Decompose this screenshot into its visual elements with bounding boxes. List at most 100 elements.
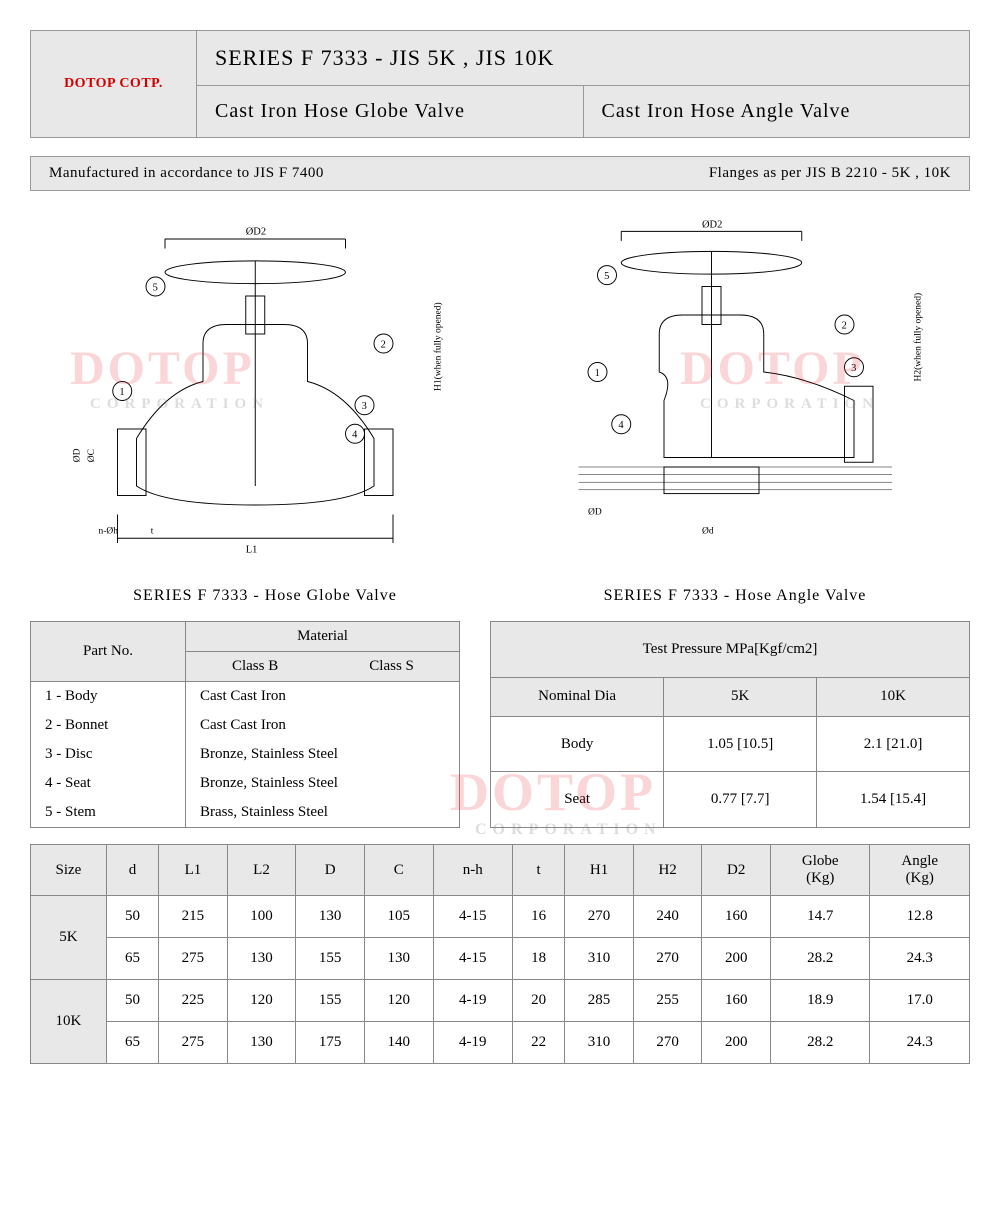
dim-cell: 120 (227, 980, 296, 1022)
dim-cell: 65 (106, 938, 158, 980)
watermark-sub: CORPORATION (90, 396, 269, 413)
material-part: 1 - Body (31, 682, 186, 712)
svg-text:1: 1 (595, 368, 600, 379)
dim-cell: 215 (159, 896, 228, 938)
dim-cell: 18 (512, 938, 564, 980)
valve-type-left: Cast Iron Hose Globe Valve (197, 86, 584, 137)
dim-cell: 270 (633, 1022, 702, 1064)
pressure-col-nominal: Nominal Dia (491, 677, 664, 716)
material-part: 3 - Disc (31, 740, 186, 769)
pressure-5k: 1.05 [10.5] (664, 716, 817, 772)
dim-col-header: d (106, 845, 158, 896)
dim-col-header: D (296, 845, 365, 896)
flanges-note: Flanges as per JIS B 2210 - 5K , 10K (709, 165, 951, 182)
svg-text:4: 4 (618, 420, 624, 431)
header-right: SERIES F 7333 - JIS 5K , JIS 10K Cast Ir… (197, 31, 969, 137)
dim-cell: 105 (364, 896, 433, 938)
dim-col-header: H1 (565, 845, 634, 896)
globe-valve-diagram: DOTOP CORPORATION ØD2 L1 1 2 3 4 5 H1(wh… (30, 201, 490, 581)
dim-cell: 17.0 (870, 980, 970, 1022)
material-table: Part No. Material Class B Class S 1 - Bo… (30, 621, 460, 828)
pressure-10k: 1.54 [15.4] (817, 772, 970, 828)
svg-text:ØD2: ØD2 (702, 220, 722, 231)
material-value: Bronze, Stainless Steel (186, 740, 460, 769)
material-part: 2 - Bonnet (31, 711, 186, 740)
dim-cell: 120 (364, 980, 433, 1022)
dim-cell: 14.7 (771, 896, 870, 938)
svg-text:ØD: ØD (588, 508, 602, 518)
dim-cell: 160 (702, 896, 771, 938)
watermark-main: DOTOP (680, 341, 865, 396)
dim-col-header: L1 (159, 845, 228, 896)
svg-text:5: 5 (153, 282, 158, 293)
header-subrow: Cast Iron Hose Globe Valve Cast Iron Hos… (197, 86, 969, 137)
dim-cell: 4-15 (433, 938, 512, 980)
svg-text:ØD: ØD (73, 448, 83, 462)
dim-cell: 50 (106, 980, 158, 1022)
dim-cell: 130 (364, 938, 433, 980)
dim-col-header: D2 (702, 845, 771, 896)
material-header-material: Material (186, 622, 460, 652)
svg-text:2: 2 (842, 320, 847, 331)
material-value: Brass, Stainless Steel (186, 798, 460, 828)
svg-text:H1(when fully opened): H1(when fully opened) (433, 302, 444, 391)
dim-cell: 155 (296, 980, 365, 1022)
manufactured-note: Manufactured in accordance to JIS F 7400 (49, 165, 324, 182)
dim-cell: 200 (702, 938, 771, 980)
dim-col-header: Angle(Kg) (870, 845, 970, 896)
valve-type-right: Cast Iron Hose Angle Valve (584, 86, 970, 137)
dim-cell: 18.9 (771, 980, 870, 1022)
svg-text:ØC: ØC (87, 449, 97, 462)
dim-cell: 200 (702, 1022, 771, 1064)
material-header-partno: Part No. (31, 622, 186, 682)
dim-cell: 160 (702, 980, 771, 1022)
dim-cell: 175 (296, 1022, 365, 1064)
dim-cell: 65 (106, 1022, 158, 1064)
svg-text:H2(when fully opened): H2(when fully opened) (913, 293, 924, 382)
dim-col-header: H2 (633, 845, 702, 896)
material-header-classs: Class S (324, 652, 459, 682)
svg-text:Ød: Ød (702, 527, 714, 537)
dim-cell: 270 (633, 938, 702, 980)
diagram-area: DOTOP CORPORATION ØD2 L1 1 2 3 4 5 H1(wh… (30, 201, 970, 581)
pressure-col-5k: 5K (664, 677, 817, 716)
mid-tables: Part No. Material Class B Class S 1 - Bo… (30, 621, 970, 828)
dim-cell: 12.8 (870, 896, 970, 938)
svg-text:4: 4 (352, 430, 358, 441)
dim-size: 10K (31, 980, 107, 1064)
dim-cell: 140 (364, 1022, 433, 1064)
dim-cell: 270 (565, 896, 634, 938)
dim-cell: 4-19 (433, 980, 512, 1022)
svg-text:2: 2 (381, 339, 386, 350)
company-name: DOTOP COTP. (31, 31, 197, 137)
pressure-5k: 0.77 [7.7] (664, 772, 817, 828)
dim-cell: 275 (159, 938, 228, 980)
dim-col-header: L2 (227, 845, 296, 896)
pressure-col-10k: 10K (817, 677, 970, 716)
info-bar: Manufactured in accordance to JIS F 7400… (30, 156, 970, 191)
material-value: Cast Cast Iron (186, 711, 460, 740)
dim-col-header: Size (31, 845, 107, 896)
svg-text:t: t (151, 527, 154, 537)
dim-cell: 16 (512, 896, 564, 938)
dim-cell: 24.3 (870, 1022, 970, 1064)
dim-cell: 24.3 (870, 938, 970, 980)
material-value: Cast Cast Iron (186, 682, 460, 712)
svg-text:5: 5 (604, 271, 609, 282)
diagram-captions: SERIES F 7333 - Hose Globe Valve SERIES … (30, 587, 970, 605)
dim-cell: 310 (565, 938, 634, 980)
svg-text:n-Øh: n-Øh (99, 527, 119, 537)
dim-cell: 285 (565, 980, 634, 1022)
dim-cell: 4-15 (433, 896, 512, 938)
dim-size: 5K (31, 896, 107, 980)
watermark-main: DOTOP (70, 341, 255, 396)
dim-cell: 130 (296, 896, 365, 938)
dim-cell: 4-19 (433, 1022, 512, 1064)
dim-cell: 275 (159, 1022, 228, 1064)
dim-cell: 28.2 (771, 1022, 870, 1064)
watermark-main: DOTOP (450, 761, 656, 823)
angle-valve-diagram: DOTOP CORPORATION ØD2 1 2 3 4 5 H2(when … (510, 201, 970, 581)
dim-cell: 50 (106, 896, 158, 938)
series-title: SERIES F 7333 - JIS 5K , JIS 10K (197, 31, 969, 86)
dimension-table: SizedL1L2DCn-htH1H2D2Globe(Kg)Angle(Kg) … (30, 844, 970, 1064)
